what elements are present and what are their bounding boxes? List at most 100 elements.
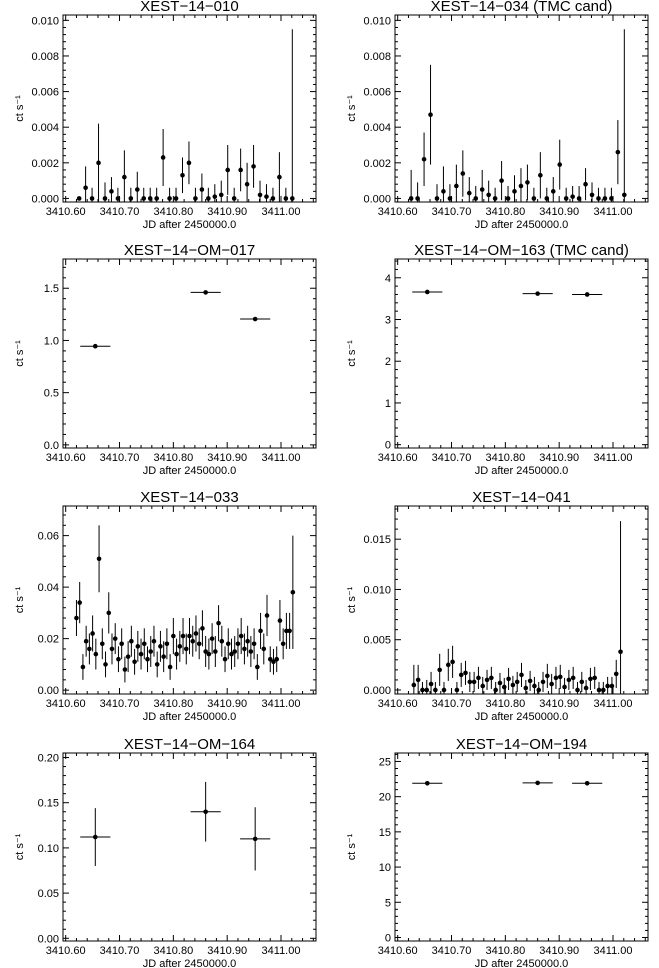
data-point bbox=[193, 631, 199, 636]
data-point bbox=[532, 683, 537, 689]
x-tick-label: 3411.00 bbox=[594, 698, 633, 710]
data-point bbox=[458, 672, 464, 678]
x-tick-label: 3411.00 bbox=[262, 698, 301, 710]
data-point bbox=[76, 196, 82, 201]
data-point bbox=[557, 674, 563, 680]
data-point bbox=[489, 675, 494, 681]
x-axis-label: JD after 2450000.0 bbox=[143, 711, 237, 723]
data-point bbox=[99, 641, 105, 647]
data-point bbox=[244, 181, 250, 187]
y-tick-label: 0.000 bbox=[31, 193, 59, 205]
data-point bbox=[512, 189, 517, 194]
data-point bbox=[174, 651, 179, 657]
x-tick-label: 3411.00 bbox=[262, 945, 301, 957]
data-point bbox=[514, 679, 520, 685]
chart-title: XEST−14−OM−017 bbox=[124, 242, 255, 259]
data-point bbox=[601, 687, 606, 693]
y-tick-label: 0.05 bbox=[38, 888, 59, 900]
y-tick-label: 0.005 bbox=[363, 635, 391, 647]
data-point bbox=[613, 671, 619, 677]
x-axis-label: JD after 2450000.0 bbox=[475, 711, 569, 723]
y-tick-label: 5 bbox=[385, 897, 391, 909]
y-axis-label: ct s⁻¹ bbox=[346, 340, 358, 367]
data-point bbox=[484, 677, 490, 683]
y-axis-label: ct s⁻¹ bbox=[14, 95, 26, 122]
data-point bbox=[454, 183, 459, 189]
y-tick-label: 0.010 bbox=[31, 15, 59, 27]
x-tick-label: 3410.90 bbox=[539, 698, 579, 710]
data-point bbox=[589, 192, 595, 198]
data-point bbox=[480, 683, 486, 689]
x-tick-label: 3410.70 bbox=[432, 945, 472, 957]
data-point bbox=[545, 673, 550, 679]
data-point bbox=[584, 292, 590, 297]
data-point bbox=[134, 187, 140, 192]
y-axis-label: ct s⁻¹ bbox=[14, 833, 26, 860]
data-point bbox=[158, 644, 163, 649]
data-point bbox=[471, 679, 477, 685]
chart-title: XEST−14−034 (TMC cand) bbox=[431, 0, 613, 15]
x-tick-label: 3410.60 bbox=[46, 206, 86, 218]
data-point bbox=[77, 600, 82, 605]
data-point bbox=[255, 664, 260, 670]
data-point bbox=[460, 171, 466, 176]
data-point bbox=[212, 194, 218, 199]
data-point bbox=[271, 659, 276, 665]
y-tick-label: 0.006 bbox=[363, 87, 391, 99]
chart-panel: XEST−14−034 (TMC cand) 3410.60 3410.70 3410… bbox=[346, 0, 649, 231]
y-axis-label: ct s⁻¹ bbox=[14, 340, 26, 367]
data-point bbox=[497, 680, 503, 686]
data-point bbox=[74, 615, 79, 621]
data-point bbox=[161, 654, 166, 659]
data-point bbox=[154, 662, 160, 667]
data-point bbox=[135, 644, 141, 649]
data-point bbox=[270, 196, 276, 201]
data-point bbox=[264, 194, 269, 199]
data-point bbox=[506, 676, 511, 682]
y-tick-label: 0.004 bbox=[31, 122, 59, 134]
data-point bbox=[277, 174, 282, 180]
data-point bbox=[186, 160, 192, 166]
data-point bbox=[173, 196, 179, 201]
data-point bbox=[505, 196, 511, 201]
data-point bbox=[501, 684, 507, 690]
data-point bbox=[96, 556, 102, 562]
x-tick-label: 3410.70 bbox=[100, 945, 140, 957]
data-point bbox=[225, 167, 231, 173]
y-tick-label: 25 bbox=[379, 756, 391, 768]
x-tick-label: 3410.60 bbox=[378, 452, 418, 464]
chart-panel: XEST−14−041 3410.60 3410.70 3410.80 3410.90 3… bbox=[346, 489, 649, 723]
x-tick-label: 3410.80 bbox=[485, 206, 525, 218]
x-tick-label: 3410.90 bbox=[207, 206, 247, 218]
data-point bbox=[109, 646, 115, 652]
data-point bbox=[180, 633, 186, 639]
data-point bbox=[216, 620, 221, 626]
data-point bbox=[141, 196, 147, 201]
data-point bbox=[605, 683, 610, 689]
y-tick-label: 0.00 bbox=[38, 933, 59, 945]
data-point bbox=[290, 196, 295, 201]
data-point bbox=[433, 687, 438, 693]
data-point bbox=[466, 190, 472, 196]
y-tick-label: 10 bbox=[379, 862, 391, 874]
data-point bbox=[562, 684, 567, 690]
y-tick-label: 2 bbox=[385, 356, 391, 368]
x-tick-label: 3410.90 bbox=[539, 452, 579, 464]
plot-frame bbox=[62, 505, 317, 695]
x-tick-label: 3410.70 bbox=[100, 452, 140, 464]
data-point bbox=[209, 636, 215, 641]
data-point bbox=[563, 196, 569, 201]
data-point bbox=[428, 112, 433, 118]
x-tick-label: 3410.90 bbox=[539, 945, 579, 957]
data-point bbox=[238, 633, 244, 639]
data-point bbox=[527, 678, 533, 684]
x-axis-label: JD after 2450000.0 bbox=[475, 958, 569, 968]
data-point bbox=[141, 641, 147, 647]
x-tick-label: 3410.70 bbox=[432, 452, 472, 464]
x-tick-label: 3410.60 bbox=[378, 206, 418, 218]
data-point bbox=[588, 676, 593, 682]
y-tick-label: 0 bbox=[385, 440, 391, 452]
x-tick-label: 3410.80 bbox=[485, 945, 525, 957]
x-axis-label: JD after 2450000.0 bbox=[475, 465, 569, 477]
